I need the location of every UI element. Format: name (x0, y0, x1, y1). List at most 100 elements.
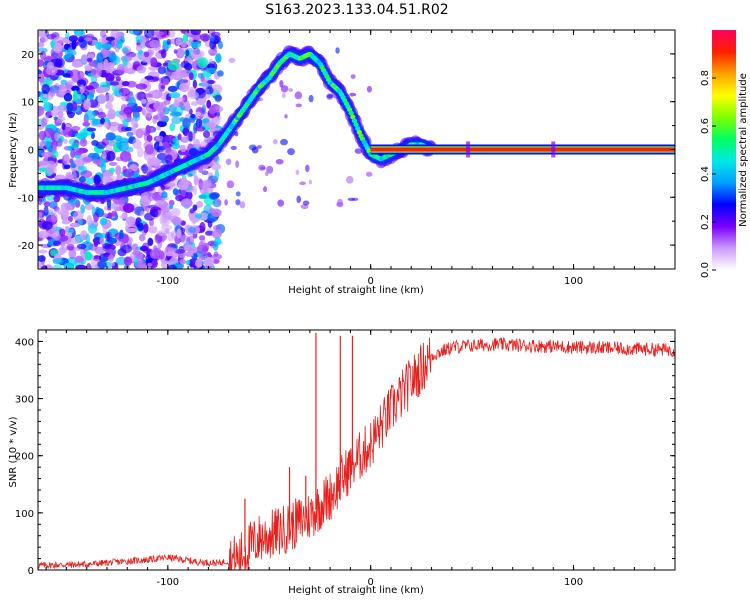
noise-blob (71, 39, 77, 50)
noise-blob (165, 154, 173, 165)
noise-blob (102, 151, 107, 160)
noise-blob (110, 262, 116, 267)
noise-blob (187, 91, 200, 100)
noise-blob (128, 96, 136, 107)
noise-blob (50, 52, 59, 59)
noise-blob (294, 91, 303, 100)
noise-blob (170, 230, 177, 239)
noise-blob (41, 221, 53, 230)
noise-blob (97, 111, 106, 119)
noise-blob (108, 161, 118, 166)
noise-blob (169, 111, 182, 118)
noise-blob (57, 110, 64, 119)
noise-blob (153, 101, 165, 111)
noise-blob (281, 92, 286, 99)
noise-blob (175, 38, 182, 45)
x-tick-label: 0 (368, 577, 374, 588)
noise-blob (38, 198, 43, 206)
noise-blob (154, 233, 163, 244)
noise-blob (163, 99, 171, 105)
noise-blob (51, 264, 63, 269)
noise-blob (77, 166, 85, 171)
noise-blob (128, 30, 140, 35)
noise-blob (205, 122, 215, 128)
noise-blob (177, 133, 182, 141)
noise-blob (102, 173, 112, 185)
x-tick-label: -100 (156, 577, 179, 588)
noise-blob (38, 212, 43, 218)
noise-blob (86, 215, 93, 226)
noise-blob (82, 156, 93, 163)
noise-blob (211, 84, 223, 94)
noise-blob (151, 259, 158, 268)
noise-blob (80, 204, 85, 214)
noise-blob (337, 198, 344, 207)
noise-blob (210, 31, 221, 38)
noise-blob (120, 95, 127, 101)
noise-blob (126, 131, 134, 137)
noise-blob (160, 48, 167, 59)
noise-blob (157, 66, 167, 75)
noise-blob (66, 102, 74, 113)
noise-blob (149, 39, 161, 49)
noise-blob (156, 120, 167, 128)
noise-blob (299, 181, 306, 186)
noise-blob (43, 101, 53, 112)
noise-blob (195, 213, 203, 219)
ridge-peak (353, 122, 359, 128)
noise-blob (184, 190, 193, 201)
snr-y-axis-label: SNR (10 * v/v) (8, 416, 19, 487)
noise-blob (280, 138, 288, 146)
noise-blob (66, 231, 73, 238)
noise-blob (46, 164, 55, 176)
noise-blob (95, 141, 107, 149)
noise-blob (51, 150, 59, 159)
noise-blob (38, 42, 45, 48)
noise-blob (132, 138, 142, 150)
colorbar-tick-label: 0.8 (700, 70, 711, 86)
noise-blob (132, 250, 141, 256)
noise-blob (84, 65, 93, 72)
noise-blob (83, 99, 91, 110)
noise-blob (99, 236, 105, 245)
ridge-peak (350, 114, 356, 120)
noise-blob (38, 105, 45, 117)
noise-blob (81, 94, 86, 102)
noise-blob (209, 53, 216, 57)
noise-blob (198, 241, 205, 250)
noise-blob (201, 71, 212, 78)
noise-blob (49, 200, 58, 209)
noise-blob (211, 229, 222, 239)
noise-blob (101, 43, 113, 50)
noise-blob (160, 202, 172, 213)
noise-blob (188, 35, 194, 44)
noise-blob (351, 197, 359, 201)
noise-blob (171, 142, 180, 150)
noise-blob (205, 86, 214, 95)
noise-blob (168, 199, 175, 206)
noise-blob (122, 118, 129, 128)
noise-blob (208, 193, 219, 200)
noise-blob (74, 132, 84, 139)
noise-blob (167, 85, 178, 93)
noise-blob (40, 50, 47, 61)
noise-blob (264, 171, 269, 176)
noise-blob (79, 138, 88, 147)
noise-blob (63, 138, 68, 145)
noise-blob (80, 170, 93, 178)
noise-blob (162, 62, 169, 67)
noise-blob (155, 135, 164, 141)
noise-blob (143, 51, 150, 58)
noise-blob (65, 31, 70, 39)
noise-blob (207, 79, 215, 85)
noise-blob (199, 221, 206, 233)
noise-blob (132, 112, 141, 122)
noise-blob (165, 144, 172, 154)
noise-blob (148, 192, 155, 202)
noise-blob (326, 94, 333, 99)
noise-blob (54, 209, 65, 214)
noise-blob (199, 33, 210, 42)
noise-blob (139, 210, 145, 217)
noise-blob (74, 255, 85, 263)
